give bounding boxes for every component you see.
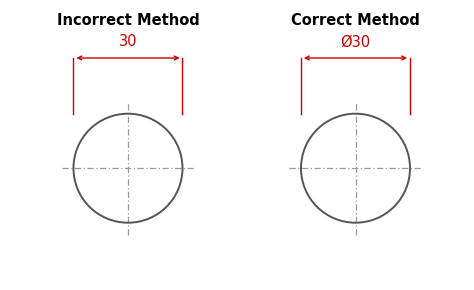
Text: Correct Method: Correct Method (291, 13, 420, 28)
Text: 30: 30 (118, 35, 137, 50)
Text: Ø30: Ø30 (340, 35, 371, 50)
Text: Incorrect Method: Incorrect Method (56, 13, 200, 28)
